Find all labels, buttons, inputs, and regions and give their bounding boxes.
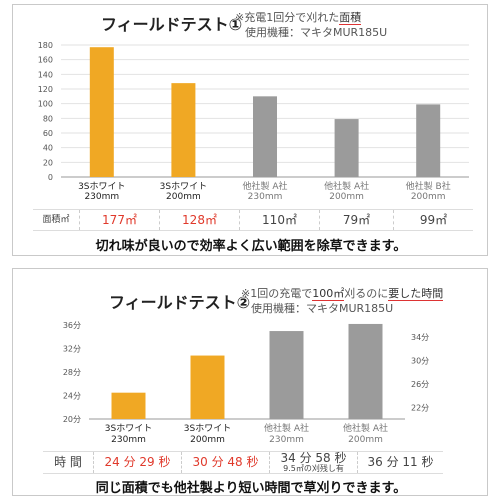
chart-1-bar xyxy=(253,96,277,177)
chart-2-ytick-left: 36分 xyxy=(63,321,81,330)
panel-1-result-1: 128㎡ xyxy=(159,210,239,230)
chart-2-xtick-label: 他社製 A社 xyxy=(343,422,388,434)
panel-2-model: 使用機種：マキタMUR185U xyxy=(251,302,394,315)
chart-1-ytick-label: 60 xyxy=(43,129,53,138)
panel-2-result-2-note: 9.5㎡の刈残し有 xyxy=(283,464,344,473)
chart-1-xtick-label: 他社製 B社 xyxy=(406,180,451,192)
chart-1-ytick-label: 180 xyxy=(38,41,53,50)
chart-1-ytick-label: 120 xyxy=(38,85,53,94)
panel-1-note-highlight: 面積 xyxy=(339,11,362,25)
panel-2-note-highlight-2: 要した時間 xyxy=(388,287,444,301)
chart-1-ytick-label: 40 xyxy=(43,144,53,153)
panel-1-result-3: 79㎡ xyxy=(319,210,393,230)
field-test-2-panel: フィールドテスト② ※1回の充電で100㎡刈るのに要した時間 使用機種：マキタM… xyxy=(12,268,488,496)
chart-1: 0204060801001201401601803Sホワイト230mm3Sホワイ… xyxy=(38,41,469,202)
panel-2-title: フィールドテスト② xyxy=(109,293,251,312)
chart-1-xtick-label: 200mm xyxy=(329,192,364,202)
chart-1-ytick-label: 140 xyxy=(38,70,53,79)
chart-1-bar xyxy=(334,119,359,177)
chart-1-bar xyxy=(89,47,114,178)
chart-2-ytick-right: 30分 xyxy=(411,356,429,365)
chart-2-ytick-left: 24分 xyxy=(63,392,81,401)
chart-1-bar xyxy=(171,83,196,177)
chart-2-bar xyxy=(190,355,225,419)
panel-2-results: 時 間 24 分 29 秒 30 分 48 秒 34 分 58 秒 9.5㎡の刈… xyxy=(43,451,443,474)
panel-1-result-2: 110㎡ xyxy=(239,210,319,230)
chart-1-ytick-label: 0 xyxy=(48,173,53,182)
chart-1-ytick-label: 100 xyxy=(38,100,53,109)
panel-2-result-1: 30 分 48 秒 xyxy=(181,452,269,473)
panel-2-result-0: 24 分 29 秒 xyxy=(93,452,181,473)
chart-2-xtick-label: 230mm xyxy=(269,435,304,445)
chart-2-xtick-label: 3Sホワイト xyxy=(105,423,152,434)
chart-1-xtick-label: 3Sホワイト xyxy=(160,181,207,192)
chart-1-xtick-label: 3Sホワイト xyxy=(78,181,125,192)
chart-1-xtick-label: 他社製 A社 xyxy=(242,180,287,192)
chart-2-bar xyxy=(269,331,304,419)
chart-1-ytick-label: 160 xyxy=(38,56,53,65)
panel-1-result-label: 面積㎡ xyxy=(42,215,70,225)
chart-2: 20分24分28分32分36分22分26分30分34分3Sホワイト230mm3S… xyxy=(63,321,429,445)
chart-2-xtick-label: 200mm xyxy=(348,435,383,445)
panel-2-note-text-2: 刈るのに xyxy=(344,287,389,300)
chart-2-ytick-right: 22分 xyxy=(411,403,429,412)
panel-2-result-3: 36 分 11 秒 xyxy=(357,452,443,473)
panel-1-caption: 切れ味が良いので効率よく広い範囲を除草できます。 xyxy=(95,239,407,254)
chart-2-bar xyxy=(111,392,146,419)
panel-1-note-text: ※充電1回分で刈れた xyxy=(235,11,340,24)
panel-2-note-highlight-1: 100㎡ xyxy=(312,287,345,301)
chart-2-ytick-left: 28分 xyxy=(63,368,81,377)
chart-1-xtick-label: 200mm xyxy=(411,192,446,202)
chart-2-ytick-right: 34分 xyxy=(411,333,429,342)
panel-2-caption: 同じ面積でも他社製より短い時間で草刈りできます。 xyxy=(95,481,407,496)
panel-1-title: フィールドテスト① xyxy=(101,15,243,34)
chart-1-ytick-label: 80 xyxy=(43,114,53,123)
panel-2-note-text-1: ※1回の充電で xyxy=(241,287,313,300)
panel-1-result-0: 177㎡ xyxy=(79,210,159,230)
panel-2-note: ※1回の充電で100㎡刈るのに要した時間 xyxy=(241,287,444,301)
chart-2-bar xyxy=(348,323,383,419)
chart-1-bar xyxy=(416,104,441,177)
panel-2-result-2: 34 分 58 秒 9.5㎡の刈残し有 xyxy=(269,452,357,473)
chart-1-xtick-label: 230mm xyxy=(248,192,283,202)
panel-2-result-label: 時 間 xyxy=(54,455,82,469)
chart-2-xtick-label: 3Sホワイト xyxy=(184,423,231,434)
chart-1-xtick-label: 230mm xyxy=(84,192,119,202)
panel-2-result-2-value: 34 分 58 秒 xyxy=(280,451,347,465)
panel-1-model: 使用機種：マキタMUR185U xyxy=(245,26,388,39)
chart-2-xtick-label: 230mm xyxy=(111,435,146,445)
chart-2-ytick-right: 26分 xyxy=(411,380,429,389)
chart-2-ytick-left: 32分 xyxy=(63,345,81,354)
chart-2-xtick-label: 200mm xyxy=(190,435,225,445)
chart-1-xtick-label: 他社製 A社 xyxy=(324,180,369,192)
chart-1-xtick-label: 200mm xyxy=(166,192,201,202)
panel-1-results: 面積㎡ 177㎡ 128㎡ 110㎡ 79㎡ 99㎡ xyxy=(33,209,473,231)
chart-2-ytick-left: 20分 xyxy=(63,415,81,424)
field-test-1-panel: フィールドテスト① ※充電1回分で刈れた面積 使用機種：マキタMUR185U 0… xyxy=(12,4,488,256)
panel-1-result-4: 99㎡ xyxy=(393,210,473,230)
chart-1-ytick-label: 20 xyxy=(43,158,53,167)
chart-2-xtick-label: 他社製 A社 xyxy=(264,422,309,434)
panel-1-note: ※充電1回分で刈れた面積 xyxy=(235,11,362,25)
